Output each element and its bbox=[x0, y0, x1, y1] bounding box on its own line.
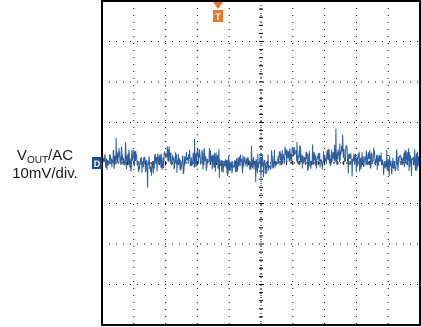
channel-label: VOUT/AC 10mV/div. bbox=[0, 147, 90, 183]
trace bbox=[101, 128, 421, 188]
channel-marker-text: D bbox=[94, 159, 101, 169]
trace-line bbox=[101, 128, 421, 188]
channel-scale: 10mV/div. bbox=[12, 165, 78, 182]
channel-name: VOUT/AC bbox=[16, 147, 74, 166]
trigger-marker: T bbox=[213, 2, 223, 22]
trigger-marker-arrow bbox=[213, 2, 223, 9]
channel-marker: D bbox=[92, 157, 102, 169]
trigger-marker-text: T bbox=[215, 12, 221, 22]
trigger-marker-box bbox=[213, 10, 223, 22]
channel-marker-box bbox=[92, 157, 102, 169]
